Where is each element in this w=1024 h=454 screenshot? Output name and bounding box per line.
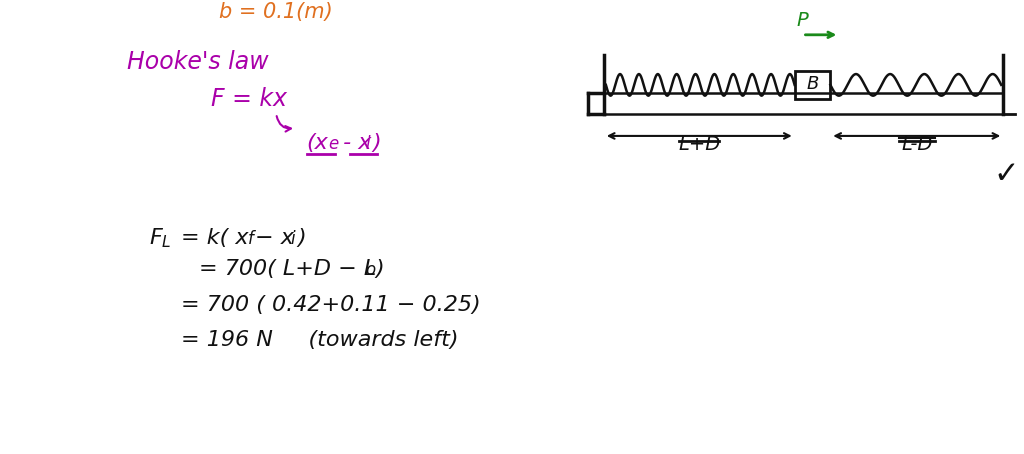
- Text: ✓: ✓: [993, 160, 1019, 189]
- Text: = 700( L+D − L: = 700( L+D − L: [199, 259, 376, 279]
- Text: ): ): [373, 133, 381, 153]
- Text: ): ): [297, 228, 305, 248]
- Text: o: o: [366, 262, 376, 279]
- Text: b = 0.1(m): b = 0.1(m): [218, 2, 332, 22]
- Text: - x: - x: [336, 133, 371, 153]
- Text: = k( x: = k( x: [181, 228, 248, 248]
- Text: i: i: [366, 135, 370, 153]
- Text: = 700 ( 0.42+0.11 − 0.25): = 700 ( 0.42+0.11 − 0.25): [181, 295, 480, 315]
- Text: F = kx: F = kx: [211, 88, 287, 112]
- Text: i: i: [290, 230, 295, 248]
- Text: ): ): [376, 259, 384, 279]
- Bar: [795, 71, 830, 99]
- Text: $F_L$: $F_L$: [148, 226, 171, 250]
- Text: B: B: [806, 75, 818, 93]
- Text: = 196 N     (towards left): = 196 N (towards left): [181, 330, 459, 350]
- Text: Hooke's law: Hooke's law: [127, 50, 268, 74]
- Text: e: e: [328, 135, 338, 153]
- Text: L+D: L+D: [678, 135, 720, 153]
- Text: P: P: [797, 11, 808, 30]
- Text: − x: − x: [255, 228, 294, 248]
- Text: L-D: L-D: [901, 135, 933, 153]
- Text: f: f: [248, 230, 254, 248]
- Text: (x: (x: [306, 133, 328, 153]
